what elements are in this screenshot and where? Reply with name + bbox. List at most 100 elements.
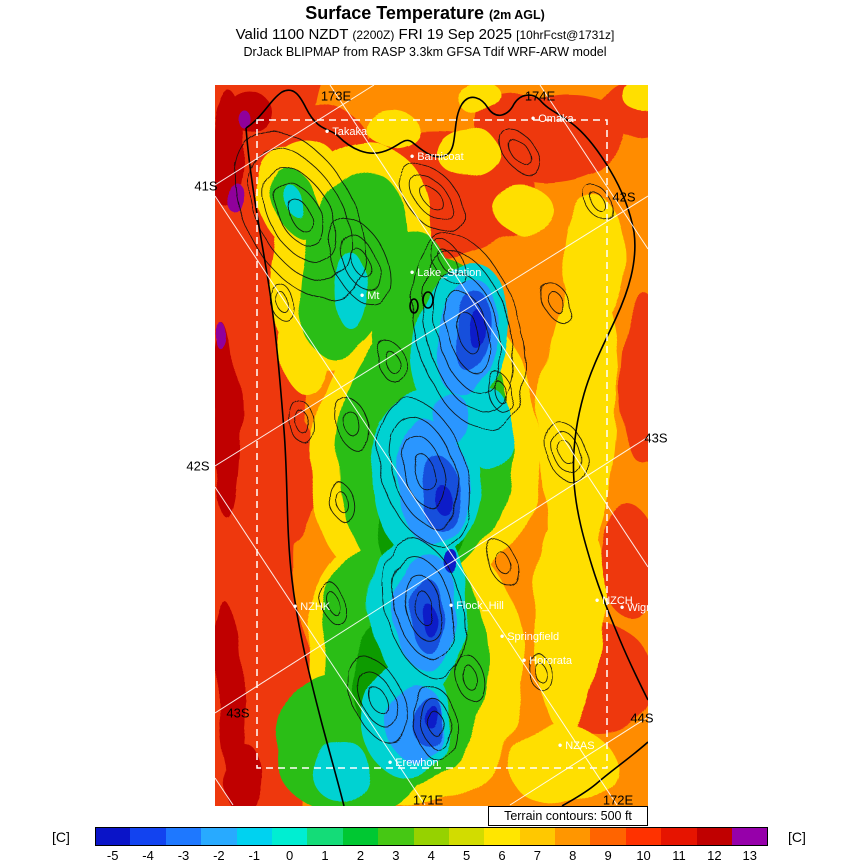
colorbar-cell--1: -1 — [236, 827, 272, 860]
colorbar-cell-3: 3 — [378, 827, 414, 860]
colorbar-swatch — [519, 827, 556, 846]
colorbar-cell-5: 5 — [448, 827, 485, 860]
colorbar-tick-label: 3 — [392, 848, 400, 860]
colorbar-cell-11: 11 — [661, 827, 697, 860]
valid-prefix: Valid 1100 NZDT — [235, 25, 349, 43]
valid-line: Valid 1100 NZDT (2200Z) FRI 19 Sep 2025 … — [0, 26, 850, 45]
colorbar-tick-label: 1 — [321, 848, 329, 860]
colorbar-cell-0: 0 — [271, 827, 308, 860]
colorbar-swatch — [448, 827, 485, 846]
place-label: Omaka — [538, 113, 574, 125]
colorbar-cell-6: 6 — [484, 827, 520, 860]
colorbar-tick-label: -5 — [106, 848, 119, 860]
figure-header: Surface Temperature (2m AGL) Valid 1100 … — [0, 2, 850, 61]
colorbar-swatch — [625, 827, 662, 846]
valid-zulu: (2200Z) — [352, 27, 395, 42]
colorbar-cell-13: 13 — [731, 827, 768, 860]
colorbar-cell-1: 1 — [307, 827, 343, 860]
colorbar-cell-7: 7 — [519, 827, 556, 860]
place-wigram: • Wigram — [620, 600, 665, 614]
colorbar-tick-label: 2 — [356, 848, 365, 860]
grid-label-43s: 43S — [226, 705, 250, 721]
place-label: Lake_Station — [417, 267, 482, 279]
colorbar-swatch — [271, 827, 308, 846]
colorbar-tick-label: -4 — [142, 848, 154, 860]
colorbar-cell-12: 12 — [696, 827, 733, 860]
place-erewhon: • Erewhon — [388, 755, 439, 769]
place-marker-icon: • — [620, 600, 625, 614]
colorbar-tick-label: 5 — [462, 848, 471, 860]
place-label: Mt — [367, 290, 380, 302]
place-label: Erewhon — [395, 757, 439, 769]
colorbar-cell--5: -5 — [94, 827, 131, 860]
place-label: Barnicoat — [417, 151, 464, 163]
colorbar-tick-label: -3 — [177, 848, 190, 860]
place-lake_station: • Lake_Station — [410, 265, 481, 279]
colorbar-swatch — [696, 827, 733, 846]
colorbar-tick-label: 7 — [533, 848, 541, 860]
colorbar-tick-label: 13 — [742, 848, 757, 860]
place-marker-icon: • — [531, 111, 536, 125]
place-nzas: • NZAS — [558, 738, 595, 752]
colorbar-tick-label: 9 — [604, 848, 612, 860]
colorbar-swatch — [590, 827, 626, 846]
colorbar-swatch — [94, 827, 131, 846]
grid-label-41s: 41S — [194, 178, 218, 194]
colorbar-tick-label: 8 — [569, 848, 577, 860]
place-nzch: • NZCH — [595, 593, 633, 607]
colorbar-tick-label: -2 — [213, 848, 225, 860]
place-marker-icon: • — [595, 593, 600, 607]
place-marker-icon: • — [449, 598, 454, 612]
colorbar-tick-label: 11 — [672, 848, 686, 860]
colorbar-swatch — [661, 827, 697, 846]
place-marker-icon: • — [558, 738, 563, 752]
colorbar-cell--4: -4 — [130, 827, 166, 860]
colorbar-cell-10: 10 — [625, 827, 662, 860]
place-hororata: • Hororata — [522, 653, 572, 667]
coastline — [245, 89, 648, 806]
colorbar-swatch — [413, 827, 449, 846]
colorbar-cell--3: -3 — [165, 827, 202, 860]
place-label: NZAS — [565, 740, 595, 752]
temperature-field — [215, 85, 648, 806]
place-label: Springfield — [507, 631, 560, 643]
place-label: Wigram — [627, 602, 666, 614]
colorbar-swatch — [165, 827, 202, 846]
colorbar-tick-label: -1 — [248, 848, 261, 860]
latlon-grid-lines — [215, 85, 648, 806]
colorbar-unit-left: [C] — [52, 829, 70, 845]
place-label: NZCH — [602, 595, 633, 607]
place-marker-icon: • — [360, 288, 365, 302]
place-marker-icon: • — [325, 124, 330, 138]
title-sub: (2m AGL) — [488, 8, 545, 22]
terrain-note-box: Terrain contours: 500 ft — [488, 806, 648, 826]
grid-label-42s: 42S — [612, 189, 636, 205]
place-marker-icon: • — [410, 149, 415, 163]
colorbar-swatch — [484, 827, 520, 846]
grid-label-42s: 42S — [186, 458, 210, 474]
place-springfield: • Springfield — [500, 629, 559, 643]
colorbar-cell-2: 2 — [342, 827, 379, 860]
place-marker-icon: • — [293, 599, 298, 613]
colorbar-cell-4: 4 — [413, 827, 449, 860]
colorbar-tick-label: 0 — [286, 848, 294, 860]
place-takaka: • Takaka — [325, 124, 367, 138]
terrain-contours — [233, 129, 614, 763]
place-omaka: • Omaka — [531, 111, 574, 125]
inner-domain-dashed-border — [256, 119, 608, 769]
place-label: Takaka — [332, 126, 368, 138]
colorbar-swatch — [201, 827, 237, 846]
grid-label-172e: 172E — [602, 792, 634, 808]
place-label: Flock_Hill — [456, 600, 504, 612]
place-marker-icon: • — [500, 629, 505, 643]
figure-title: Surface Temperature (2m AGL) — [0, 2, 850, 25]
grid-label-171e: 171E — [412, 792, 444, 808]
terrain-note-text: Terrain contours: 500 ft — [504, 809, 632, 823]
place-marker-icon: • — [388, 755, 393, 769]
model-line: DrJack BLIPMAP from RASP 3.3km GFSA Tdif… — [243, 45, 607, 60]
colorbar-swatch — [130, 827, 166, 846]
colorbar-cell-9: 9 — [590, 827, 626, 860]
place-marker-icon: • — [410, 265, 415, 279]
grid-label-43s: 43S — [644, 430, 668, 446]
